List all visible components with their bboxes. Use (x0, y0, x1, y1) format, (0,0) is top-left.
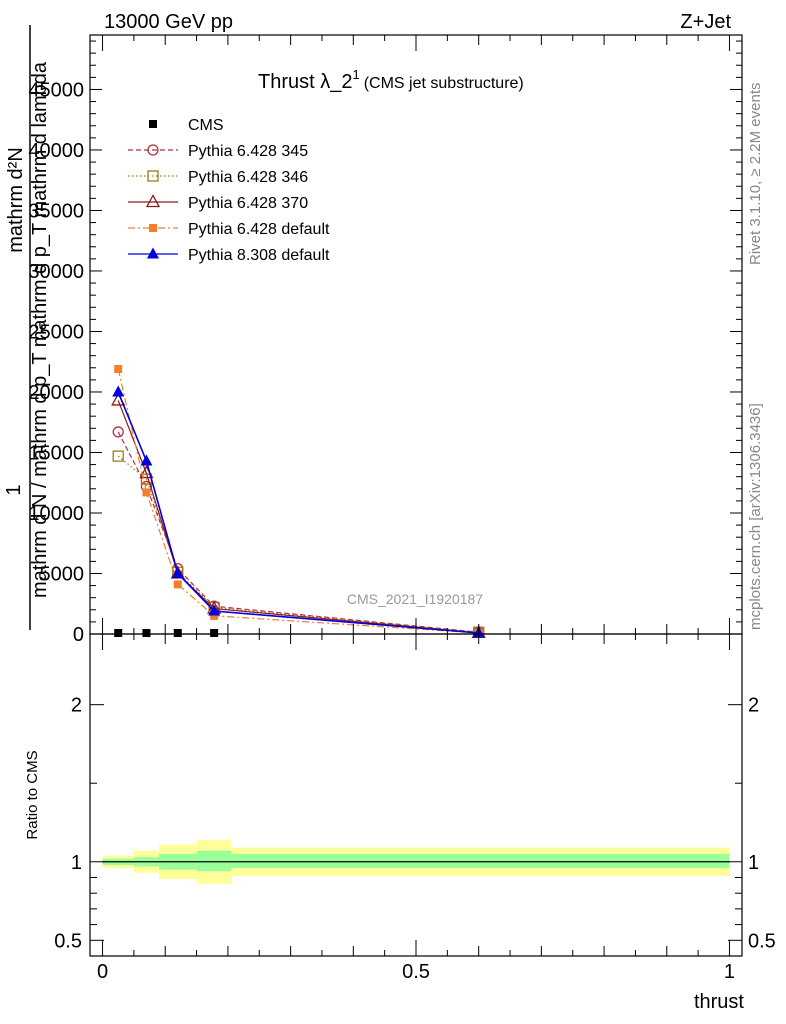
legend-label-cms: CMS (188, 117, 224, 134)
ratio-y-tick-label: 0.5 (54, 930, 82, 952)
plot-title-main: Thrust λ_2 (258, 71, 352, 93)
x-tick-label: 0.5 (402, 961, 430, 983)
legend-label-p8def: Pythia 8.308 default (188, 247, 330, 264)
data-point-p8def (171, 566, 184, 578)
legend-marker-p8def (147, 247, 159, 259)
x-axis-title: thrust (694, 991, 744, 1013)
watermark-label: CMS_2021_I1920187 (347, 591, 483, 607)
main-y-tick-label: 0 (73, 624, 84, 646)
main-series-group (111, 364, 486, 638)
header-energy-label: 13000 GeV pp (104, 11, 233, 33)
main-y-axis-title: 1 mathrm d²N mathrm d N / mathrm d p_T m… (3, 25, 51, 630)
ratio-y-axis-title: Ratio to CMS (24, 750, 41, 839)
rivet-version-label: Rivet 3.1.10, ≥ 2.2M events (747, 83, 764, 266)
main-y-tick-label: 25000 (28, 321, 84, 343)
main-y-tick-label: 15000 (28, 442, 84, 464)
legend-label-p6def: Pythia 6.428 default (188, 221, 330, 238)
ratio-y-tick-label: 2 (71, 695, 82, 717)
series-line-p6def (117, 368, 479, 634)
ratio-y-tick-label: 1 (71, 852, 82, 874)
ratio-y-tick-label-right: 0.5 (748, 930, 776, 952)
ratio-band-inner (196, 850, 232, 872)
data-point-p346 (112, 450, 124, 462)
legend-label-p370: Pythia 6.428 370 (188, 195, 308, 212)
series-line-p346 (117, 455, 479, 633)
data-point-cms (210, 629, 219, 637)
data-point-p8def (208, 604, 221, 616)
legend-label-p345: Pythia 6.428 345 (188, 143, 308, 160)
data-point-p8def (112, 385, 125, 397)
x-tick-label: 1 (724, 961, 735, 983)
legend-marker-cms (149, 120, 157, 128)
series-line-p345 (117, 431, 479, 633)
ratio-band-inner (231, 853, 730, 869)
legend-marker-p6def (149, 224, 157, 232)
ratio-y-tick-label-right: 1 (748, 852, 759, 874)
plot-title-sup: 1 (352, 67, 359, 82)
ylabel-numerator: mathrm d²N (5, 147, 27, 253)
legend-marker-p345 (147, 144, 159, 156)
data-point-cms (142, 629, 151, 637)
plot-title-note: (CMS jet substructure) (364, 75, 524, 92)
main-y-tick-label: 5000 (40, 563, 85, 585)
legend: CMS Pythia 6.428 345 Pythia 6.428 346 Pythi… (128, 117, 330, 264)
mcplots-label: mcplots.cern.ch [arXiv:1306.3436] (747, 403, 764, 630)
x-axis: 0 0.5 1 (97, 35, 735, 983)
ylabel-prefix: 1 (3, 484, 25, 495)
main-plot: 0 5000 10000 15000 20000 25000 30000 35000 40000… (3, 25, 743, 646)
main-y-axis: 0 5000 10000 15000 20000 25000 30000 35000 40000… (28, 40, 742, 646)
ratio-y-axis: 0.5 0.5 1 1 2 2 (54, 695, 776, 953)
x-tick-label: 0 (97, 961, 108, 983)
ylabel-denominator: mathrm d N / mathrm d p_T mathrm d p_T m… (29, 61, 51, 598)
data-point-p6def (114, 364, 123, 373)
main-y-tick-label: 40000 (28, 140, 84, 162)
legend-marker-p346 (147, 170, 159, 182)
main-y-tick-label: 20000 (28, 382, 84, 404)
data-point-p345 (112, 426, 124, 438)
legend-marker-p370 (145, 194, 161, 208)
ratio-plot-frame (89, 633, 743, 957)
plot-title: Thrust λ_21 (CMS jet substructure) (258, 67, 524, 93)
main-y-tick-label: 10000 (28, 503, 84, 525)
ratio-plot: 0.5 0.51 12 2 0 0.5 1 Ratio to CMS thrust (24, 35, 776, 1013)
data-point-cms (114, 629, 123, 637)
data-point-p6def (210, 611, 219, 620)
main-y-tick-label: 30000 (28, 261, 84, 283)
data-point-p6def (142, 488, 151, 497)
data-point-p8def (140, 454, 153, 466)
ratio-y-tick-label-right: 2 (748, 695, 759, 717)
data-point-cms (173, 629, 182, 637)
data-point-p6def (173, 580, 182, 589)
main-y-tick-label: 45000 (28, 79, 84, 101)
header-process-label: Z+Jet (680, 11, 731, 33)
legend-label-p346: Pythia 6.428 346 (188, 169, 308, 186)
main-y-tick-label: 35000 (28, 200, 84, 222)
